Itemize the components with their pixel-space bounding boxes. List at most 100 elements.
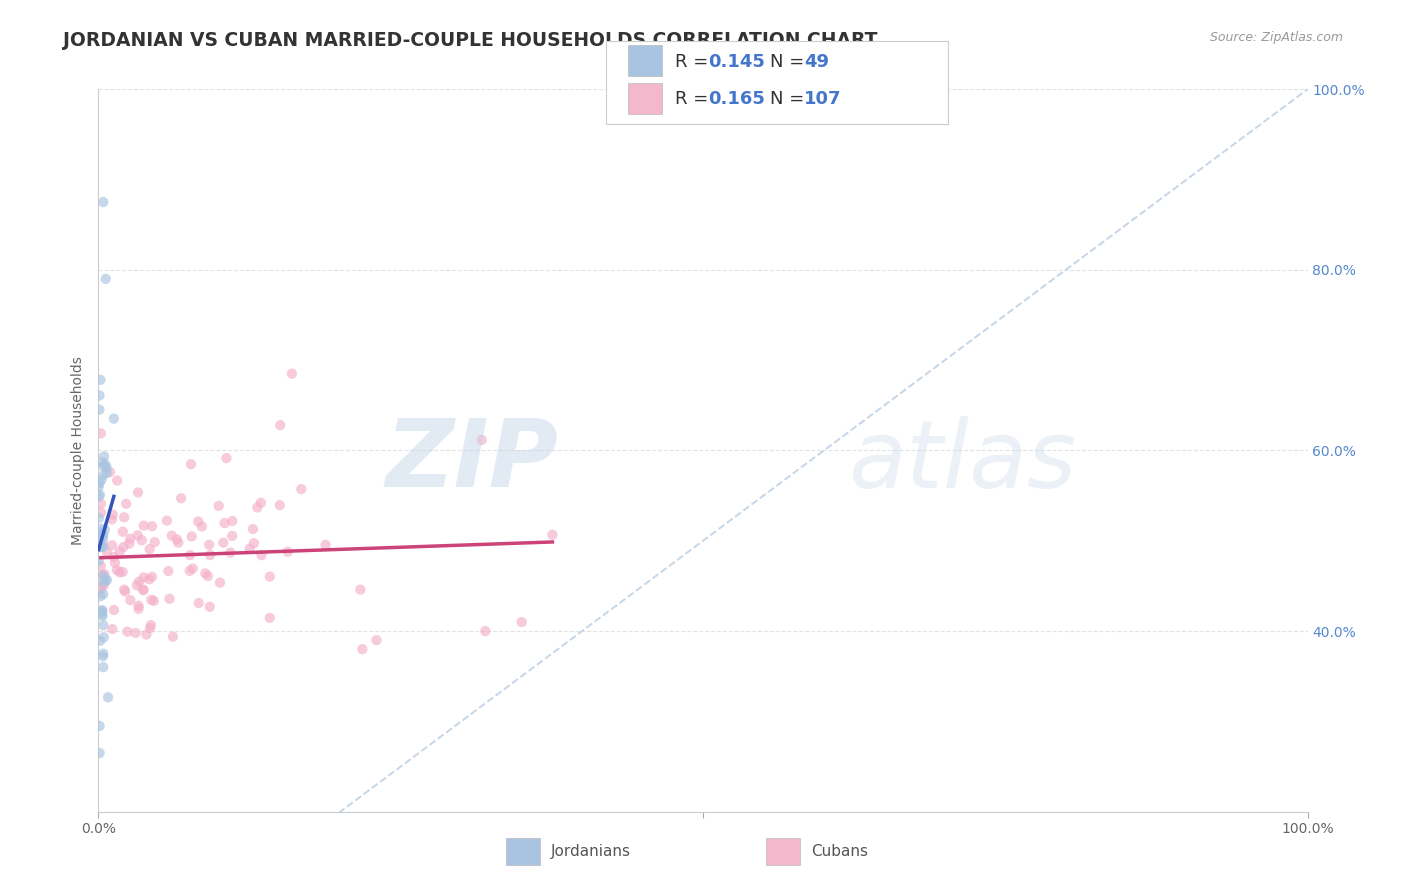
Point: [246, 500, 269, 515]
Point: [115, 497, 138, 511]
Point: [221, 514, 243, 528]
Point: [96, 466, 118, 480]
Point: [90, 497, 112, 511]
Point: [91, 647, 114, 661]
Point: [87, 490, 110, 504]
Point: [219, 546, 242, 560]
Point: [91, 605, 114, 619]
Point: [101, 508, 124, 522]
Point: [132, 570, 155, 584]
Point: [94, 523, 117, 537]
Point: [89, 533, 111, 548]
Point: [101, 622, 124, 636]
Point: [315, 538, 337, 552]
Point: [90, 506, 112, 520]
Point: [89, 589, 111, 603]
Point: [277, 544, 299, 558]
Text: 0.165: 0.165: [709, 90, 765, 109]
Point: [167, 535, 190, 549]
Point: [89, 525, 111, 540]
Point: [187, 515, 209, 529]
Point: [101, 512, 124, 526]
Point: [242, 522, 264, 536]
Point: [159, 591, 181, 606]
Point: [157, 564, 180, 578]
Point: [93, 575, 115, 590]
Point: [208, 575, 231, 590]
Point: [90, 473, 112, 487]
Point: [212, 535, 235, 549]
Text: Source: ZipAtlas.com: Source: ZipAtlas.com: [1209, 31, 1343, 45]
Point: [93, 630, 115, 644]
Point: [87, 511, 110, 525]
Point: [269, 498, 291, 512]
Point: [91, 607, 114, 621]
Point: [162, 630, 184, 644]
Point: [120, 532, 142, 546]
Point: [120, 593, 142, 607]
Point: [352, 642, 374, 657]
Point: [198, 548, 221, 562]
Point: [96, 545, 118, 559]
Point: [128, 602, 150, 616]
Point: [366, 633, 388, 648]
Point: [103, 411, 125, 425]
Point: [104, 556, 127, 570]
Point: [89, 373, 111, 387]
Point: [349, 582, 371, 597]
Point: [138, 572, 160, 586]
Point: [191, 519, 214, 533]
Point: [91, 528, 114, 542]
Point: [208, 499, 231, 513]
Point: [93, 567, 115, 582]
Point: [112, 540, 135, 554]
Point: [89, 719, 111, 733]
Text: N =: N =: [770, 53, 810, 70]
Point: [139, 618, 162, 632]
Point: [117, 624, 139, 639]
Point: [259, 569, 281, 583]
Text: N =: N =: [770, 90, 810, 109]
Point: [91, 540, 114, 554]
Point: [128, 599, 150, 613]
Y-axis label: Married-couple Households: Married-couple Households: [72, 356, 86, 545]
Point: [90, 604, 112, 618]
Point: [91, 603, 114, 617]
Point: [180, 457, 202, 471]
Point: [474, 624, 496, 639]
Point: [103, 549, 125, 564]
Point: [94, 572, 117, 586]
Point: [179, 548, 201, 562]
Text: R =: R =: [675, 53, 714, 70]
Point: [108, 566, 131, 580]
Point: [156, 514, 179, 528]
Point: [215, 451, 238, 466]
Point: [221, 529, 243, 543]
Point: [139, 621, 162, 635]
Point: [89, 402, 111, 417]
Text: Cubans: Cubans: [811, 845, 869, 859]
Point: [179, 564, 201, 578]
Point: [90, 540, 112, 554]
Point: [166, 533, 188, 547]
Point: [89, 633, 111, 648]
Point: [125, 578, 148, 592]
Point: [135, 627, 157, 641]
Point: [112, 582, 135, 597]
Point: [93, 468, 115, 483]
Point: [143, 535, 166, 549]
Point: [138, 542, 160, 557]
Point: [97, 690, 120, 705]
Point: [128, 574, 150, 589]
Point: [87, 480, 110, 494]
Point: [250, 496, 273, 510]
Point: [141, 592, 163, 607]
Point: [90, 522, 112, 536]
Point: [93, 450, 115, 464]
Point: [90, 426, 112, 441]
Point: [198, 538, 221, 552]
Point: [127, 485, 149, 500]
Text: JORDANIAN VS CUBAN MARRIED-COUPLE HOUSEHOLDS CORRELATION CHART: JORDANIAN VS CUBAN MARRIED-COUPLE HOUSEH…: [63, 31, 877, 50]
Point: [112, 510, 135, 524]
Point: [141, 519, 163, 533]
